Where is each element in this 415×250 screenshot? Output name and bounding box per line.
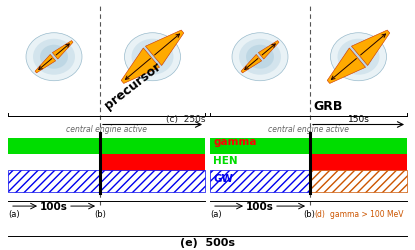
Polygon shape — [327, 49, 366, 84]
Ellipse shape — [246, 46, 274, 70]
Ellipse shape — [33, 40, 75, 76]
Polygon shape — [35, 55, 56, 74]
Bar — [100, 152, 205, 171]
Text: GW: GW — [213, 174, 233, 184]
Polygon shape — [241, 55, 261, 74]
Text: HEN: HEN — [213, 155, 238, 165]
Bar — [210, 138, 407, 154]
Text: (c)  250s: (c) 250s — [166, 115, 205, 124]
Ellipse shape — [337, 40, 379, 76]
Polygon shape — [352, 31, 390, 66]
Bar — [310, 152, 407, 171]
Text: gamma > 100 MeV: gamma > 100 MeV — [330, 209, 403, 218]
Polygon shape — [52, 42, 73, 60]
Text: 150s: 150s — [347, 115, 369, 124]
Bar — [310, 170, 407, 192]
Text: gamma: gamma — [213, 136, 256, 146]
Ellipse shape — [139, 46, 166, 70]
Ellipse shape — [124, 34, 181, 82]
Polygon shape — [259, 42, 279, 60]
Text: (b): (b) — [303, 209, 315, 218]
Bar — [8, 170, 205, 192]
Text: (a): (a) — [210, 209, 222, 218]
Ellipse shape — [239, 40, 281, 76]
Ellipse shape — [40, 46, 68, 70]
Text: GRB: GRB — [313, 99, 342, 112]
Text: (d): (d) — [314, 209, 325, 218]
Ellipse shape — [344, 46, 373, 70]
Text: (b): (b) — [94, 209, 106, 218]
Text: (e)  500s: (e) 500s — [180, 238, 235, 248]
Text: (a): (a) — [8, 209, 20, 218]
Bar — [8, 138, 205, 154]
Ellipse shape — [26, 34, 82, 82]
Polygon shape — [146, 31, 184, 66]
Text: central engine active: central engine active — [66, 125, 147, 134]
Bar — [210, 170, 310, 192]
Ellipse shape — [132, 40, 173, 76]
Polygon shape — [121, 49, 159, 84]
Ellipse shape — [232, 34, 288, 82]
Text: 100s: 100s — [246, 201, 274, 211]
Text: central engine active: central engine active — [268, 125, 349, 134]
Ellipse shape — [330, 34, 386, 82]
Text: 100s: 100s — [40, 201, 68, 211]
Text: precursor: precursor — [102, 60, 164, 111]
